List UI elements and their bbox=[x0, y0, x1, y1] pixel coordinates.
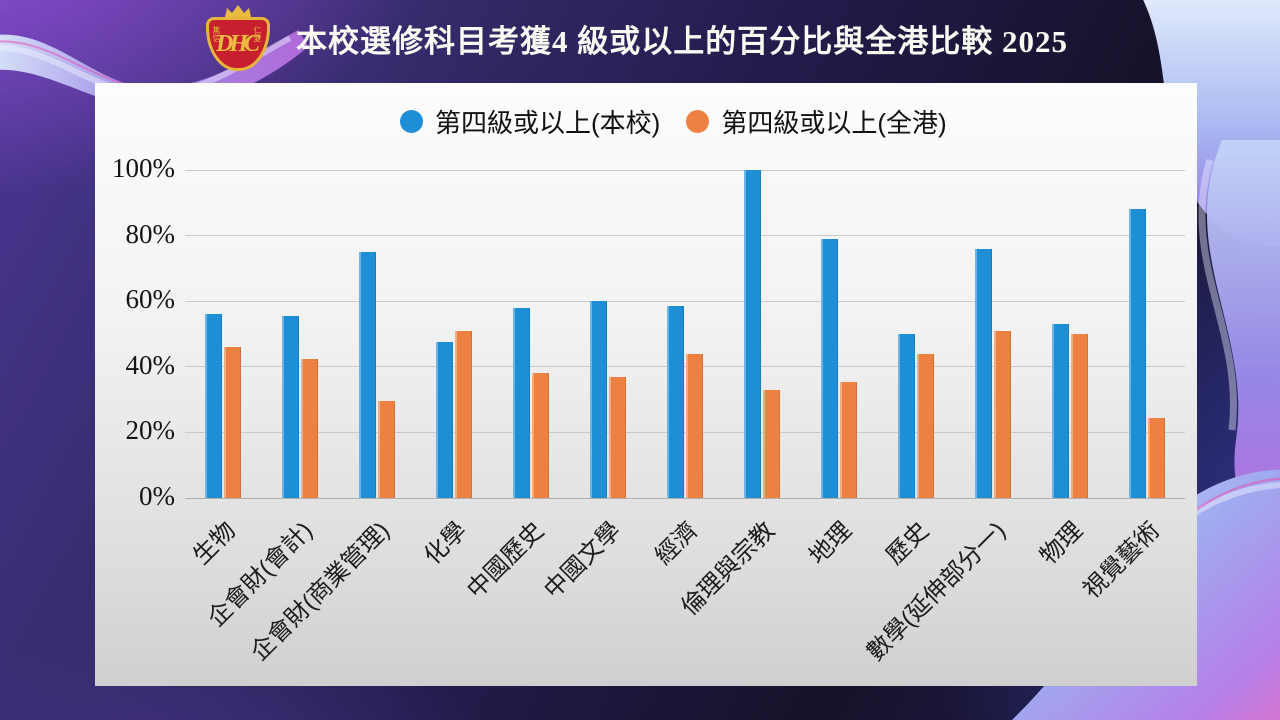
bar-hk bbox=[916, 353, 934, 498]
legend: 第四級或以上(本校) 第四級或以上(全港) bbox=[400, 103, 947, 140]
bar-hk bbox=[301, 358, 319, 498]
bar-school bbox=[1128, 209, 1146, 498]
bar-hk bbox=[224, 347, 242, 498]
x-category-label: 歷史 bbox=[880, 516, 934, 570]
bar-school bbox=[1051, 324, 1069, 498]
bar-school bbox=[436, 342, 454, 498]
bar-school bbox=[282, 315, 300, 498]
gridline bbox=[185, 235, 1185, 237]
bar-hk bbox=[378, 401, 396, 498]
legend-item-hk: 第四級或以上(全港) bbox=[686, 103, 947, 140]
bar-school bbox=[820, 238, 838, 498]
y-tick-label: 80% bbox=[125, 218, 176, 249]
bar-hk bbox=[532, 373, 550, 498]
emblem-motto-right: 仁愛 bbox=[253, 26, 262, 42]
legend-dot-hk bbox=[686, 110, 710, 133]
bar-school bbox=[359, 252, 377, 498]
bar-hk bbox=[993, 330, 1011, 498]
x-category-label: 經濟 bbox=[650, 516, 704, 570]
bar-hk bbox=[609, 376, 627, 498]
gridline bbox=[185, 366, 1185, 368]
gridline bbox=[185, 300, 1185, 302]
x-category-label: 化學 bbox=[419, 516, 473, 570]
bar-hk bbox=[455, 330, 473, 498]
legend-label-school: 第四級或以上(本校) bbox=[435, 108, 661, 138]
bar-school bbox=[590, 301, 608, 498]
gridline bbox=[185, 431, 1185, 433]
x-category-label: 地理 bbox=[803, 516, 857, 570]
legend-label-hk: 第四級或以上(全港) bbox=[721, 108, 947, 138]
school-emblem: 篤信 DHC 仁愛 bbox=[196, 4, 280, 72]
bar-school bbox=[667, 306, 684, 498]
y-tick-label: 20% bbox=[125, 415, 176, 446]
emblem-shield: 篤信 DHC 仁愛 bbox=[206, 17, 270, 71]
x-category-label: 物理 bbox=[1034, 516, 1088, 570]
bar-hk bbox=[1070, 334, 1088, 498]
legend-item-school: 第四級或以上(本校) bbox=[400, 103, 660, 140]
bar-school bbox=[974, 248, 992, 498]
gridline bbox=[185, 169, 1185, 171]
bar-school bbox=[205, 314, 223, 498]
bar-hk bbox=[762, 389, 780, 498]
page-title: 本校選修科目考獲4 級或以上的百分比與全港比較 2025 bbox=[296, 23, 1068, 59]
legend-dot-school bbox=[400, 110, 423, 133]
bar-hk bbox=[1147, 417, 1165, 498]
plot-area: 0% 20% 40% 60% 80% 100% 生物 企會財(會計) 企會財(商業管理) 化學 中國… bbox=[112, 153, 1185, 666]
x-category-label: 生物 bbox=[188, 516, 242, 570]
y-tick-label: 60% bbox=[125, 284, 176, 315]
emblem-monogram: DHC bbox=[215, 30, 260, 57]
header: 篤信 DHC 仁愛 本校選修科目考獲4 級或以上的百分比與全港比較 2025 bbox=[196, 4, 1068, 72]
y-tick-label: 100% bbox=[112, 152, 175, 183]
bar-hk bbox=[686, 353, 703, 498]
x-category-label: 中國文學 bbox=[539, 516, 627, 604]
chart-panel: 第四級或以上(本校) 第四級或以上(全港) 0% 20% 40% 60% 80% 100%… bbox=[95, 83, 1197, 686]
y-tick-label: 40% bbox=[125, 349, 176, 380]
y-tick-label: 0% bbox=[139, 480, 175, 511]
crown-icon bbox=[225, 5, 251, 17]
x-category-label: 中國歷史 bbox=[462, 516, 550, 604]
bar-hk bbox=[839, 381, 857, 498]
bar-school bbox=[513, 307, 531, 498]
bar-school bbox=[743, 170, 761, 498]
x-category-label: 視覺藝術 bbox=[1077, 516, 1165, 604]
bar-school bbox=[897, 334, 915, 498]
gridline bbox=[185, 497, 1185, 499]
